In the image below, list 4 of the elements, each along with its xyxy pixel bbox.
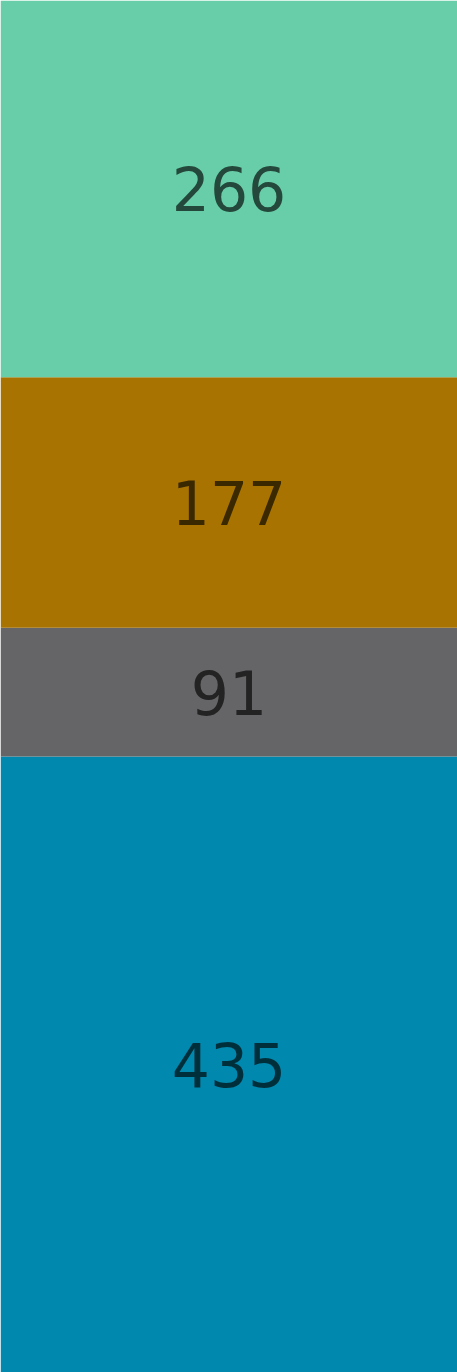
- data-label: 91: [190, 658, 268, 729]
- data-label: 266: [171, 155, 287, 226]
- data-label: 435: [171, 1031, 287, 1102]
- data-label: 177: [171, 468, 287, 539]
